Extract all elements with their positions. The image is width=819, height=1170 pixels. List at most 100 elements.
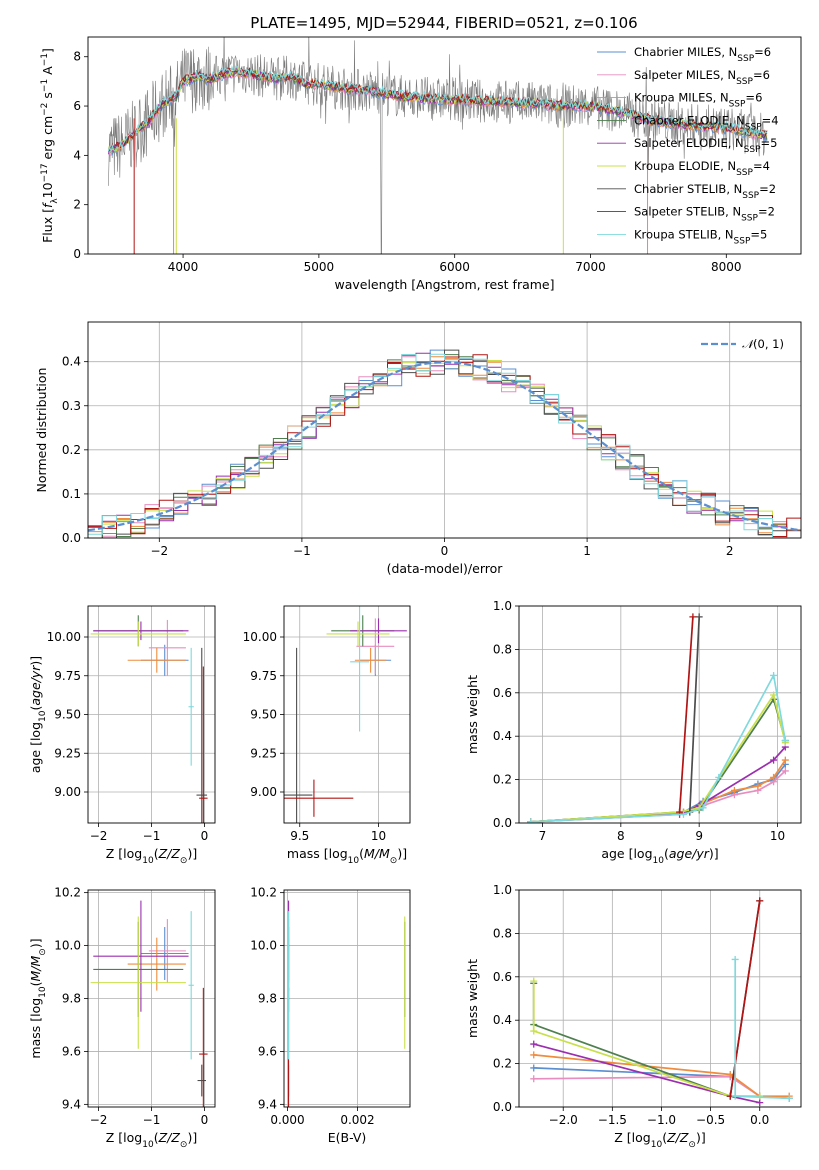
label-part: Z [log — [614, 1130, 650, 1145]
y-tick-label: 0.6 — [493, 686, 512, 700]
chart-residuals: −2 −1 0 1 2 0.0 0.1 0.2 0.3 0.4 (data-model)/error… — [34, 321, 802, 576]
label-part: ⊙ — [180, 1140, 188, 1150]
x-tick-label: 10 — [371, 829, 386, 843]
data-marker — [770, 671, 778, 679]
y-tick-label: 0.0 — [493, 816, 512, 830]
legend-eq: = — [759, 182, 769, 196]
label-part: age/yr — [28, 665, 43, 706]
legend-eq: = — [753, 68, 763, 82]
label-part: )] — [397, 846, 407, 861]
legend-eq: = — [762, 113, 772, 127]
y-axis-label: Flux [fλ10−17 erg cm−2 s−1 A−1] — [40, 48, 60, 243]
x-tick-label: 2 — [726, 544, 734, 558]
legend-sub: SSP — [734, 236, 751, 246]
legend-nssp: 6 — [763, 68, 770, 82]
label-part: ( — [154, 1130, 159, 1145]
legend-n: , N — [720, 159, 736, 173]
legend-n: , N — [729, 113, 745, 127]
x-tick-label: 10 — [770, 829, 785, 843]
data-point-salpeter-elodie — [93, 621, 189, 641]
axes-frame — [518, 605, 802, 824]
x-tick-label: −1.5 — [598, 1113, 627, 1127]
legend-eq: = — [761, 136, 771, 150]
label-part: Z [log — [106, 846, 142, 861]
legend-entry: Kroupa ELODIE, NSSP=4 — [634, 159, 770, 178]
data-marker — [530, 1051, 538, 1059]
chart-weight-vs-Z: −2.0 −1.5 −1.0 −0.5 0.0 0.0 0.2 0.4 0.6 0.8 1.0 Z [… — [465, 883, 802, 1150]
y-tick-label: 9.00 — [54, 785, 81, 799]
series-line — [678, 616, 694, 813]
data-marker — [527, 818, 535, 823]
y-tick-label: 9.8 — [62, 992, 81, 1006]
data-marker — [785, 1094, 793, 1102]
data-point-salpeter-stelib — [199, 987, 208, 1107]
legend-nssp: 2 — [769, 182, 776, 196]
data-marker — [770, 691, 778, 699]
y-tick-label: 0.2 — [62, 443, 81, 457]
x-axis-label: wavelength [Angstrom, rest frame] — [334, 277, 554, 292]
data-marker — [695, 613, 703, 621]
series-salpeter-stelib — [676, 613, 697, 816]
y-axis-label: mass weight — [465, 959, 480, 1038]
label-part: wavelength [Angstrom, rest frame] — [334, 277, 554, 292]
y-tick-label: 8 — [73, 50, 81, 64]
y-tick-label: 9.6 — [62, 1044, 81, 1058]
x-tick-label: 8 — [617, 829, 625, 843]
legend-sub: SSP — [741, 214, 758, 224]
label-part: 10 — [142, 856, 154, 866]
series-chabrier-elodie — [530, 979, 764, 1100]
y-tick-label: 6 — [73, 99, 81, 113]
y-axis-label: mass weight — [465, 675, 480, 754]
data-point-salpeter-miles — [148, 619, 186, 676]
label-part: mass [log — [28, 998, 43, 1059]
legend-nssp: 5 — [760, 227, 767, 241]
y-tick-label: 0.3 — [62, 399, 81, 413]
label-part: E(B-V) — [328, 1130, 367, 1145]
x-tick-label: 4000 — [168, 260, 199, 274]
data-point-kroupa-miles — [127, 937, 186, 991]
x-axis-label: E(B-V) — [328, 1130, 367, 1145]
label-part: mass weight — [465, 959, 480, 1038]
label-part: −2 — [40, 103, 50, 116]
legend-sub: SSP — [742, 191, 759, 201]
label-part: ] — [40, 48, 55, 53]
label-part: )] — [696, 1130, 706, 1145]
y-tick-label: 9.25 — [54, 746, 81, 760]
label-part: 10 — [142, 1140, 154, 1150]
label-part: )] — [28, 938, 43, 948]
x-tick-label: 6000 — [439, 260, 470, 274]
data-point-salpeter-elodie — [350, 618, 407, 644]
legend-nssp: 4 — [763, 159, 770, 173]
plot-area — [88, 349, 801, 538]
data-marker — [530, 1064, 538, 1072]
y-axis-label: age [log10(age/yr)] — [28, 656, 48, 773]
y-tick-label: 0.1 — [62, 487, 81, 501]
y-tick-label: 9.50 — [54, 708, 81, 722]
x-axis-label: age [log10(age/yr)] — [601, 846, 718, 866]
legend-nssp: 4 — [771, 113, 778, 127]
x-tick-label: 7 — [539, 829, 547, 843]
label-part: age [log — [28, 722, 43, 773]
axes-frame — [87, 605, 216, 824]
x-tick-label: 0.000 — [270, 1113, 304, 1127]
label-part: ( — [28, 981, 43, 986]
legend-entry: Chabrier STELIB, NSSP=2 — [634, 182, 776, 201]
data-marker — [715, 773, 723, 781]
x-axis-label: mass [log10(M/M⊙)] — [287, 846, 407, 866]
legend-nssp: 2 — [768, 205, 775, 219]
x-tick-label: 1 — [583, 544, 591, 558]
legend-name: Chabrier MILES — [634, 45, 721, 59]
x-tick-label: 7000 — [575, 260, 606, 274]
y-tick-label: 0.8 — [493, 642, 512, 656]
x-tick-label: 0 — [201, 1113, 209, 1127]
label-part: ( — [359, 846, 364, 861]
legend-name: Chabrier ELODIE — [634, 113, 729, 127]
y-tick-label: 9.25 — [250, 746, 277, 760]
histogram-kroupa-stelib — [88, 353, 801, 538]
label-part: ( — [664, 846, 669, 861]
label-part: Normed distribution — [34, 368, 49, 493]
label-part: Z/Z — [158, 1130, 181, 1145]
label-part: M/M — [364, 846, 390, 861]
y-tick-label: 4 — [73, 148, 81, 162]
